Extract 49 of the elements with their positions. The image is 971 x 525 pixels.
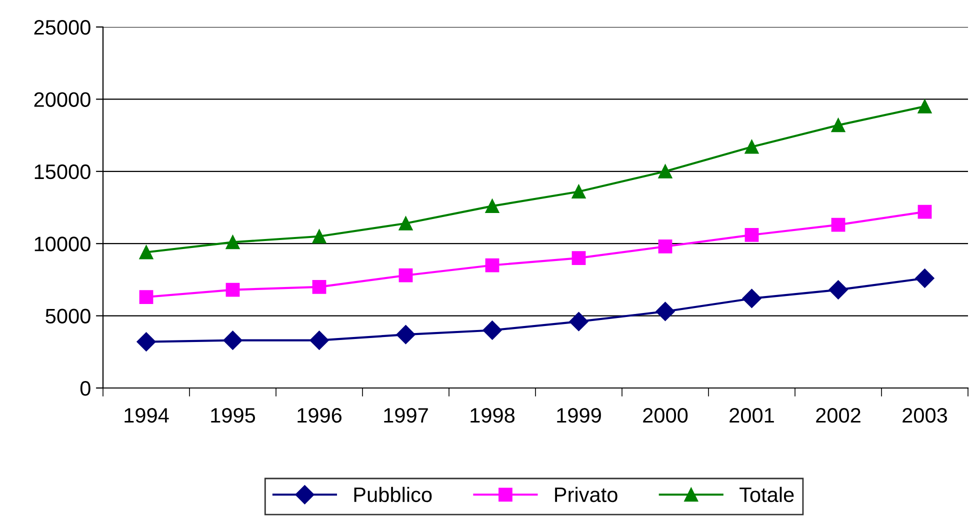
x-tick-label: 2000 bbox=[643, 408, 688, 423]
point bbox=[485, 258, 500, 272]
y-tick-label: 5000 bbox=[46, 308, 90, 324]
point bbox=[744, 140, 759, 154]
point bbox=[226, 282, 240, 297]
point bbox=[658, 164, 672, 178]
legend-label: Privato bbox=[555, 486, 618, 502]
y-tick-label: 10000 bbox=[34, 236, 90, 252]
y-tick-label: 0 bbox=[80, 381, 90, 396]
point bbox=[139, 290, 154, 304]
point bbox=[223, 330, 242, 350]
y-tick-label: 20000 bbox=[34, 92, 90, 107]
point bbox=[312, 280, 326, 294]
legend-label: Pubblico bbox=[354, 486, 432, 502]
point bbox=[915, 268, 934, 288]
point bbox=[918, 204, 932, 219]
point bbox=[572, 184, 586, 199]
point bbox=[742, 288, 762, 308]
x-tick-label: 1996 bbox=[298, 408, 342, 423]
point bbox=[569, 312, 588, 332]
point bbox=[828, 280, 848, 300]
point bbox=[398, 216, 413, 230]
point bbox=[226, 235, 240, 250]
x-tick-label: 1997 bbox=[384, 408, 428, 423]
x-tick-label: 1994 bbox=[124, 408, 169, 423]
x-tick-label: 2003 bbox=[902, 408, 948, 423]
legend-label: Totale bbox=[740, 486, 794, 502]
point bbox=[744, 228, 759, 242]
y-tick-label: 15000 bbox=[34, 164, 90, 180]
point bbox=[136, 332, 156, 352]
x-tick-label: 2001 bbox=[730, 408, 774, 423]
point bbox=[396, 325, 416, 344]
point bbox=[398, 268, 413, 282]
point bbox=[831, 118, 846, 132]
point bbox=[656, 302, 675, 321]
x-tick-label: 2002 bbox=[816, 408, 860, 423]
point bbox=[482, 320, 502, 340]
x-tick-label: 1999 bbox=[557, 408, 601, 423]
point bbox=[485, 199, 500, 213]
point bbox=[572, 251, 586, 265]
x-tick-label: 1998 bbox=[470, 408, 515, 423]
point bbox=[831, 218, 846, 232]
point bbox=[658, 240, 672, 254]
point bbox=[310, 330, 329, 350]
point bbox=[918, 99, 932, 114]
x-tick-label: 1995 bbox=[211, 408, 256, 423]
y-tick-label: 25000 bbox=[34, 20, 90, 35]
point bbox=[139, 245, 154, 260]
point bbox=[312, 229, 326, 244]
